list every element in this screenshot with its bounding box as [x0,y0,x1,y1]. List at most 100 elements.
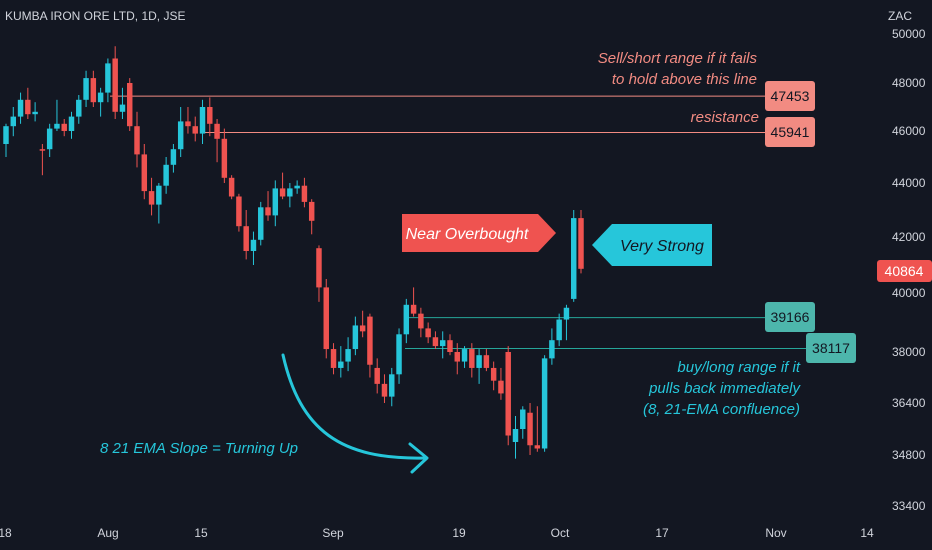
candle [287,183,293,208]
candle-body [46,128,53,150]
candle [236,193,242,232]
candle [425,322,431,344]
candle [243,210,249,260]
candle-body [352,325,359,350]
buy-annotation-line2: pulls back immediately [648,380,801,397]
candle [374,358,380,394]
candle [338,346,344,378]
candle [534,406,541,452]
candle-body [258,207,264,240]
candle [76,95,82,124]
candle [520,406,526,439]
candle-body [330,349,337,368]
candle [207,97,213,137]
candle [498,367,504,400]
x-tick-label: Oct [551,526,570,540]
candle-body [505,352,511,436]
candle [490,361,497,391]
candle [61,119,67,137]
candle [54,99,60,131]
candle-body [498,380,504,394]
candle-body [156,185,162,205]
candle [199,99,206,144]
very-strong-bg [592,224,712,266]
candle [410,287,417,317]
x-tick-label: 15 [194,526,208,540]
candle [527,403,533,455]
x-tick-label: Nov [765,526,786,540]
candle-body [381,383,388,397]
candle [323,279,329,359]
candle-body [338,361,344,368]
candle-body [469,349,475,368]
candle-body [54,123,60,129]
candle-body [541,358,548,449]
last-price-bg [877,260,932,282]
y-tick-label: 50000 [892,27,926,41]
candle-body [170,149,177,165]
candle-body [316,248,322,288]
candle-body [76,99,82,117]
candle-body [185,121,191,127]
candle-body [476,355,482,368]
candle-body [374,367,380,384]
candle [483,349,490,372]
buy-annotation-line3: (8, 21-EMA confluence) [643,401,800,418]
candle-body [578,218,584,269]
very-strong-callout: Very Strong [592,224,712,266]
candle [112,46,118,119]
level-label-text: 38117 [812,340,850,356]
candle [221,128,228,183]
candle [163,157,169,194]
candle [359,310,366,338]
x-tick-label: 17 [655,526,669,540]
candle [68,111,75,139]
candle-body [556,319,562,341]
candle-body [410,304,417,314]
candle-body [148,191,155,205]
candle-body [250,239,257,251]
candle [90,70,97,107]
candle-body [236,196,242,227]
candle-body [243,226,249,251]
level-label-39166: 39166 [765,302,815,332]
candle [10,107,17,137]
sell-annotation-line1: Sell/short range if it fails [598,50,758,67]
candle [83,70,89,107]
candle [476,349,482,384]
candle-body [563,307,570,320]
x-tick-label: 18 [0,526,12,540]
candle-body [461,349,468,362]
candle [32,102,38,122]
candle [549,328,555,365]
candle [439,331,446,359]
candle [134,111,140,168]
candle-body [192,126,198,134]
candle-body [570,218,577,299]
candle [367,313,373,378]
candle [46,123,53,157]
level-label-text: 45941 [771,124,810,140]
candle [25,87,31,119]
candle-body [112,58,118,112]
candle [352,316,359,356]
candle-body [345,349,351,362]
candle-body [432,337,439,347]
last-price-tag: 40864 [877,260,932,282]
y-tick-label: 40000 [892,286,926,300]
candle [454,343,460,375]
candle [512,416,519,459]
near-overbought-label: Near Overbought [406,226,529,243]
candle [570,210,577,302]
y-axis: 50000 48000 46000 44000 42000 40000 38000 36400… [892,27,926,513]
candle-body [403,304,410,335]
candle-body [483,355,490,368]
candle [105,58,111,103]
candle [148,177,155,216]
candle [447,334,453,356]
candle-body [83,78,89,100]
candle [17,92,24,124]
level-label-text: 39166 [771,309,810,325]
candle-body [287,188,293,197]
